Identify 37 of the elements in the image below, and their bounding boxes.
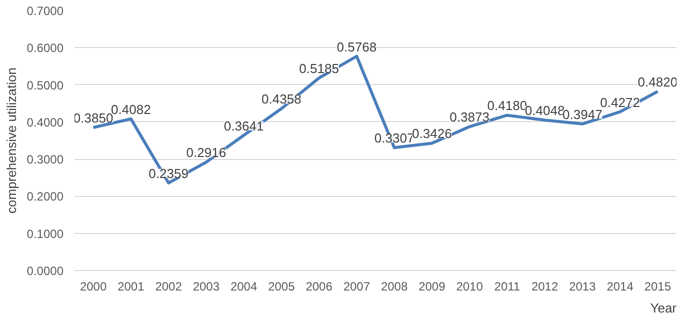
x-tick-label: 2013 [569,280,596,294]
x-tick-label: 2010 [456,280,484,294]
y-tick-label: 0.2000 [26,190,64,204]
y-tick-label: 0.0000 [26,264,64,278]
x-tick-label: 2007 [343,280,370,294]
y-tick-label: 0.5000 [26,78,64,92]
x-tick-label: 2015 [644,280,672,294]
x-tick-label: 2004 [230,280,258,294]
x-axis-title: Year [650,300,678,316]
data-label: 0.3426 [412,126,452,142]
data-label: 0.2359 [148,166,188,181]
x-tick-label: 2003 [192,280,220,294]
data-label: 0.3873 [450,110,490,125]
data-label: 0.3947 [562,106,602,122]
data-label: 0.5185 [299,60,339,76]
y-tick-label: 0.1000 [26,226,64,241]
x-tick-label: 2014 [606,280,634,294]
data-label: 0.5768 [336,39,377,54]
data-label: 0.4358 [262,92,302,107]
x-tick-label: 2009 [418,280,446,294]
y-tick-label: 0.6000 [26,41,64,56]
x-tick-label: 2002 [155,280,182,294]
x-tick-label: 2006 [306,280,333,294]
data-label: 0.4272 [600,94,640,110]
y-tick-label: 0.3000 [26,152,64,167]
data-label: 0.4082 [111,102,151,117]
data-label: 0.3641 [224,118,264,134]
x-tick-label: 2001 [118,280,145,294]
y-axis-title: comprehensive utilization [4,68,19,214]
y-tick-label: 0.7000 [26,4,64,18]
y-tick-label: 0.4000 [26,115,64,130]
x-tick-label: 2011 [494,280,520,294]
data-label: 0.2916 [186,145,226,160]
x-tick-label: 2000 [80,280,107,294]
x-tick-label: 2005 [268,280,296,294]
x-tick-label: 2012 [531,280,558,294]
x-tick-label: 2008 [380,280,408,294]
